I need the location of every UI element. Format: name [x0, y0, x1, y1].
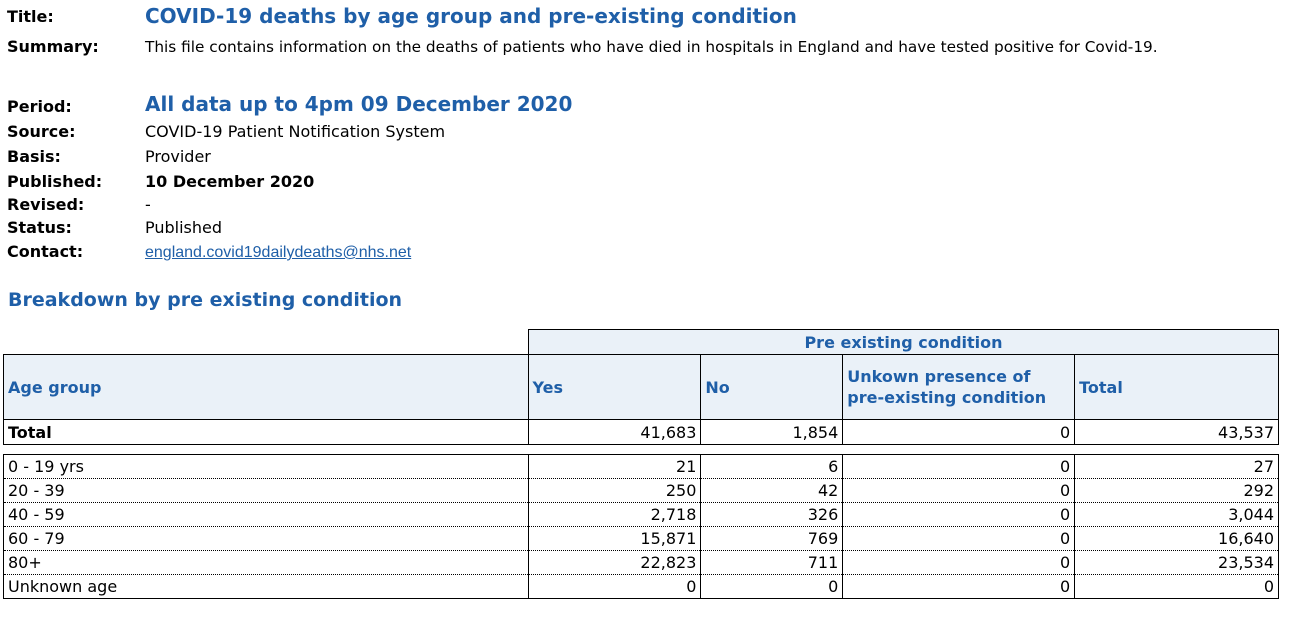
table-row: 20 - 39 250 42 0 292 — [3, 478, 1279, 503]
period-label: Period: — [7, 97, 72, 116]
table-cell: 1,854 — [700, 419, 844, 445]
table-cell: 0 — [842, 478, 1076, 503]
table-cell: 711 — [700, 550, 844, 575]
table-cell: 43,537 — [1074, 419, 1279, 445]
table-cell: 42 — [700, 478, 844, 503]
table-cell: 326 — [700, 502, 844, 527]
total-row: Total 41,683 1,854 0 43,537 — [3, 419, 1279, 445]
contact-label: Contact: — [7, 242, 84, 261]
table-cell: 20 - 39 — [3, 478, 529, 503]
table-cell: 0 — [842, 419, 1076, 445]
summary-text: This file contains information on the de… — [145, 38, 1158, 56]
table-cell: 60 - 79 — [3, 526, 529, 551]
column-header: Yes — [527, 354, 702, 420]
basis-label: Basis: — [7, 147, 61, 166]
table-cell: 769 — [700, 526, 844, 551]
table-cell: 0 — [842, 454, 1076, 479]
published-value: 10 December 2020 — [145, 172, 315, 191]
table-row: 40 - 59 2,718 326 0 3,044 — [3, 502, 1279, 527]
source-label: Source: — [7, 122, 76, 141]
document-title: COVID-19 deaths by age group and pre-exi… — [145, 4, 797, 28]
column-header: Total — [1074, 354, 1279, 420]
status-label: Status: — [7, 218, 72, 237]
contact-email-link[interactable]: england.covid19dailydeaths@nhs.net — [145, 244, 412, 261]
table-cell: 0 — [527, 574, 702, 599]
table-cell: 6 — [700, 454, 844, 479]
table-row: 0 - 19 yrs 21 6 0 27 — [3, 454, 1279, 479]
basis-value: Provider — [145, 147, 211, 166]
header-row: Age group Yes No Unkown presence of pre-… — [3, 354, 1279, 420]
period-value: All data up to 4pm 09 December 2020 — [145, 92, 573, 116]
table-cell: 0 — [842, 574, 1076, 599]
table-cell: 0 — [700, 574, 844, 599]
column-header: No — [700, 354, 844, 420]
super-header-table: Pre existing condition — [528, 329, 1279, 355]
table-cell: 292 — [1074, 478, 1279, 503]
table-cell: 27 — [1074, 454, 1279, 479]
table-cell: 0 — [1074, 574, 1279, 599]
table-cell: 22,823 — [527, 550, 702, 575]
table-cell: 250 — [527, 478, 702, 503]
table-cell: 0 — [842, 502, 1076, 527]
table-cell: 16,640 — [1074, 526, 1279, 551]
table-cell: 0 — [842, 526, 1076, 551]
source-value: COVID-19 Patient Notification System — [145, 122, 446, 141]
summary-label: Summary: — [7, 37, 99, 56]
revised-value: - — [145, 195, 151, 214]
table-cell: 0 — [842, 550, 1076, 575]
column-header: Age group — [3, 354, 529, 420]
column-header: Unkown presence of pre-existing conditio… — [842, 354, 1076, 420]
table-cell: 80+ — [3, 550, 529, 575]
section-title: Breakdown by pre existing condition — [8, 289, 403, 311]
table-cell: 0 - 19 yrs — [3, 454, 529, 479]
table-cell: 23,534 — [1074, 550, 1279, 575]
table-cell: 40 - 59 — [3, 502, 529, 527]
table-cell: 21 — [527, 454, 702, 479]
table-row: Unknown age 0 0 0 0 — [3, 574, 1279, 599]
published-label: Published: — [7, 172, 103, 191]
table-cell: 2,718 — [527, 502, 702, 527]
table-cell: 15,871 — [527, 526, 702, 551]
revised-label: Revised: — [7, 195, 85, 214]
table-row: 80+ 22,823 711 0 23,534 — [3, 550, 1279, 575]
title-label: Title: — [7, 7, 54, 26]
table-cell: 3,044 — [1074, 502, 1279, 527]
table-cell: 41,683 — [527, 419, 702, 445]
table-cell: Unknown age — [3, 574, 529, 599]
table-row: 60 - 79 15,871 769 0 16,640 — [3, 526, 1279, 551]
table-cell: Total — [3, 419, 529, 445]
status-value: Published — [145, 218, 223, 237]
super-header-cell: Pre existing condition — [528, 329, 1279, 355]
data-table: Age group Yes No Unkown presence of pre-… — [3, 354, 1279, 599]
